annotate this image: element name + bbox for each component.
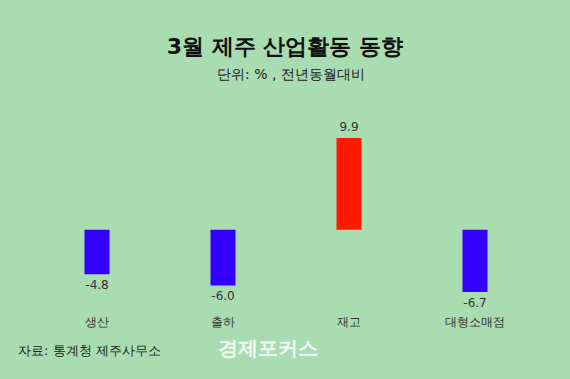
svg-text:출하: 출하 bbox=[211, 315, 235, 329]
svg-text:생산: 생산 bbox=[85, 315, 109, 329]
svg-text:대형소매점: 대형소매점 bbox=[445, 315, 505, 329]
svg-text:자료: 통계청 제주사무소: 자료: 통계청 제주사무소 bbox=[18, 343, 161, 358]
svg-text:3월 제주 산업활동 동향: 3월 제주 산업활동 동향 bbox=[167, 34, 403, 59]
svg-text:9.9: 9.9 bbox=[339, 120, 358, 134]
svg-text:-6.0: -6.0 bbox=[211, 289, 234, 303]
svg-text:-4.8: -4.8 bbox=[85, 278, 108, 292]
svg-text:재고: 재고 bbox=[337, 315, 361, 329]
svg-text:-6.7: -6.7 bbox=[463, 296, 486, 310]
svg-text:경제포커스: 경제포커스 bbox=[218, 336, 318, 360]
svg-text:단위: % , 전년동월대비: 단위: % , 전년동월대비 bbox=[217, 66, 365, 82]
